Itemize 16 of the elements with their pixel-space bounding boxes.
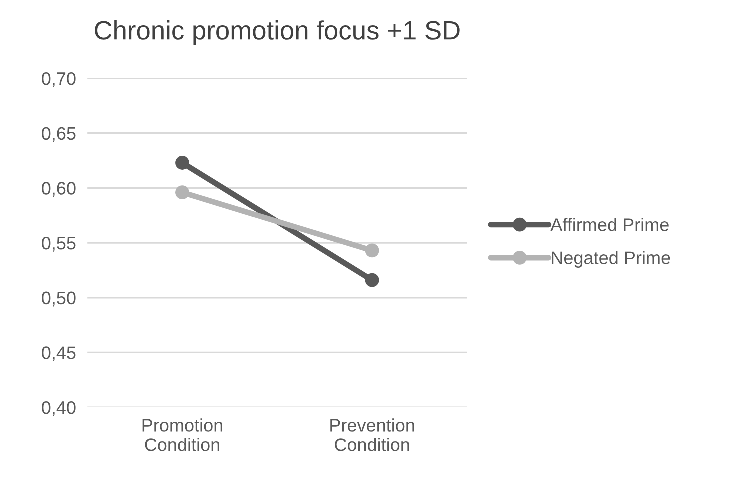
y-tick-label: 0,70 <box>42 72 76 88</box>
y-tick-label: 0,60 <box>42 182 76 198</box>
y-tick-label: 0,40 <box>42 401 76 416</box>
legend-label: Affirmed Prime <box>550 218 669 232</box>
x-tick-label: Prevention Condition <box>330 418 414 452</box>
y-tick-label: 0,65 <box>42 127 76 142</box>
legend-label: Negated Prime <box>552 251 670 268</box>
point <box>365 273 380 288</box>
point <box>176 186 190 200</box>
y-tick-label: 0,45 <box>42 346 76 362</box>
y-tick-label: 0,50 <box>42 292 76 307</box>
chart-title: Chronic promotion focus +1 SD <box>95 20 460 46</box>
point <box>176 156 190 170</box>
x-tick-label: Promotion Condition <box>142 418 222 452</box>
point <box>365 244 380 258</box>
y-tick-label: 0,55 <box>42 236 76 252</box>
